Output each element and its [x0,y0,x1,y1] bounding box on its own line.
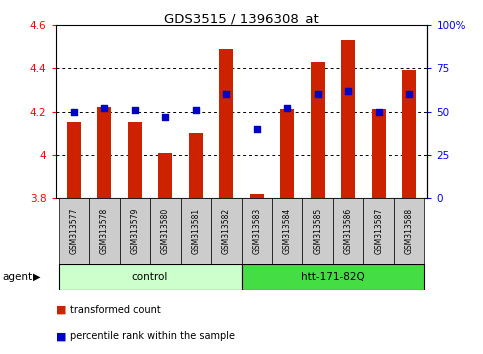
Point [375,109,383,114]
Bar [363,198,394,264]
Text: GSM313577: GSM313577 [70,208,78,254]
Bar [150,198,181,264]
Point [100,105,108,111]
Text: ■: ■ [56,331,66,341]
Bar [242,198,272,264]
Point [161,114,169,120]
Bar [302,198,333,264]
Bar [67,122,81,198]
Bar [58,198,89,264]
Bar [158,153,172,198]
Bar [89,198,120,264]
Point [70,109,78,114]
Text: GSM313585: GSM313585 [313,208,322,254]
Bar [242,264,425,290]
Point [253,126,261,132]
Bar [211,198,242,264]
Text: htt-171-82Q: htt-171-82Q [301,272,365,282]
Text: GDS3515 / 1396308_at: GDS3515 / 1396308_at [164,12,319,25]
Point [284,105,291,111]
Bar [120,198,150,264]
Text: GSM313586: GSM313586 [344,208,353,254]
Text: ■: ■ [56,305,66,315]
Bar [219,48,233,198]
Bar [181,198,211,264]
Text: control: control [132,272,168,282]
Point [222,91,230,97]
Point [131,107,139,113]
Bar [98,107,111,198]
Text: transformed count: transformed count [70,305,161,315]
Bar [402,70,416,198]
Bar [58,264,242,290]
Text: GSM313587: GSM313587 [374,208,383,254]
Bar [250,194,264,198]
Bar [394,198,425,264]
Text: GSM313583: GSM313583 [252,208,261,254]
Text: GSM313588: GSM313588 [405,208,413,254]
Text: GSM313579: GSM313579 [130,208,139,254]
Text: percentile rank within the sample: percentile rank within the sample [70,331,235,341]
Point [314,91,322,97]
Bar [189,133,203,198]
Text: GSM313582: GSM313582 [222,208,231,254]
Bar [372,109,385,198]
Text: agent: agent [2,272,32,282]
Bar [341,40,355,198]
Bar [128,122,142,198]
Text: ▶: ▶ [33,272,41,282]
Bar [311,62,325,198]
Bar [280,109,294,198]
Text: GSM313580: GSM313580 [161,208,170,254]
Text: GSM313584: GSM313584 [283,208,292,254]
Point [192,107,199,113]
Bar [272,198,302,264]
Point [405,91,413,97]
Point [344,88,352,93]
Bar [333,198,363,264]
Text: GSM313581: GSM313581 [191,208,200,254]
Text: GSM313578: GSM313578 [100,208,109,254]
